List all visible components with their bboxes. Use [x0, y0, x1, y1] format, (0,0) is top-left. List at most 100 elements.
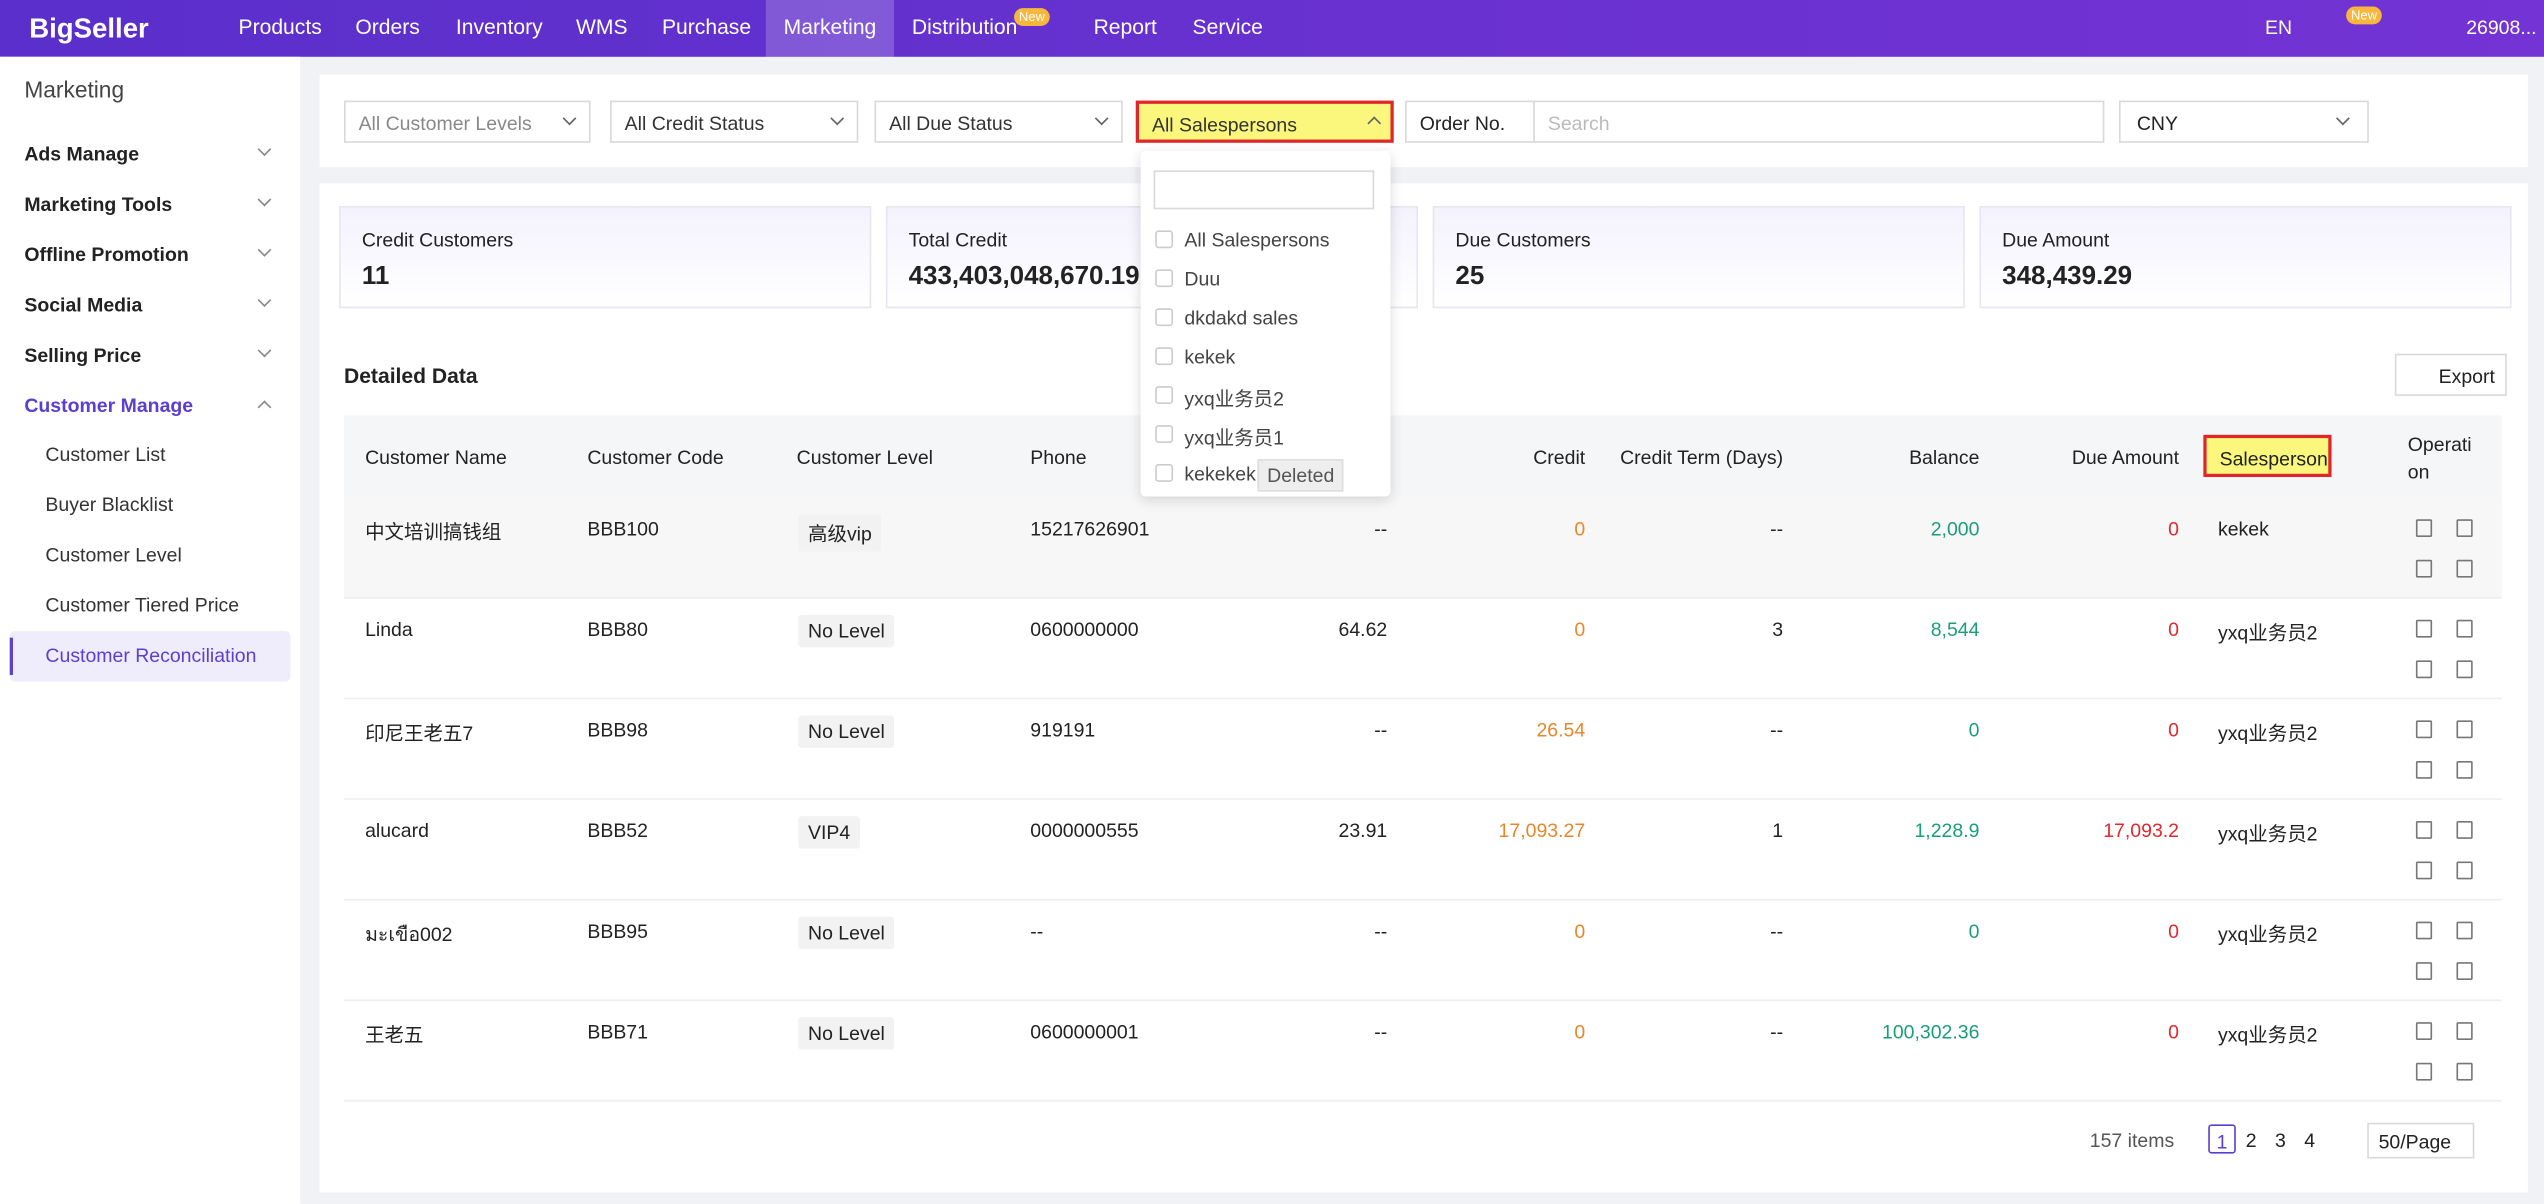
op-icon[interactable]	[2415, 519, 2433, 538]
op-icon[interactable]	[2415, 760, 2433, 779]
op-icon[interactable]	[2456, 820, 2473, 839]
table-header-bg	[343, 415, 2502, 499]
checkbox[interactable]	[1155, 347, 1174, 366]
table-cell: 0	[2168, 618, 2180, 641]
op-icon[interactable]	[2456, 619, 2473, 638]
order-select[interactable]: Order No.	[1405, 100, 1535, 143]
op-icon[interactable]	[2456, 962, 2473, 980]
checkbox[interactable]	[1155, 425, 1174, 443]
op-icon[interactable]	[2456, 861, 2473, 880]
dropdown-option[interactable]: yxq业务员2	[1184, 387, 1284, 411]
op-icon[interactable]	[2415, 619, 2433, 638]
dropdown-option[interactable]: yxq业务员1	[1184, 426, 1284, 450]
op-icon[interactable]	[2415, 962, 2433, 980]
page-number[interactable]: 2	[2245, 1129, 2257, 1152]
op-icon[interactable]	[2415, 1022, 2433, 1041]
nav-item[interactable]: WMS	[575, 14, 628, 39]
menu-group[interactable]: Customer Manage	[24, 394, 194, 417]
op-icon[interactable]	[2415, 559, 2433, 578]
table-header: Balance	[1909, 446, 1980, 469]
table-header: Customer Level	[796, 446, 934, 469]
menu-item[interactable]: Buyer Blacklist	[45, 493, 174, 516]
dropdown-option[interactable]: kekek	[1184, 345, 1236, 369]
checkbox[interactable]	[1155, 269, 1174, 288]
checkbox[interactable]	[1155, 308, 1174, 327]
filter-select[interactable]: All Due Status	[874, 100, 1123, 143]
op-icon[interactable]	[2456, 720, 2473, 739]
page-number[interactable]: 4	[2304, 1129, 2316, 1152]
nav-item[interactable]: Marketing	[783, 14, 877, 39]
nav-item[interactable]: Service	[1192, 14, 1263, 39]
table-cell: No Level	[798, 715, 895, 748]
export-button[interactable]: Export	[2394, 353, 2507, 396]
op-icon[interactable]	[2456, 519, 2473, 538]
lang[interactable]: EN	[2265, 16, 2293, 39]
nav-item[interactable]: Inventory	[455, 14, 543, 39]
user[interactable]: 26908...	[2466, 16, 2537, 39]
nav-item[interactable]: Report	[1093, 14, 1157, 39]
op-icon[interactable]	[2456, 660, 2473, 679]
nav-item[interactable]: Orders	[355, 14, 420, 39]
nav-item[interactable]: Distribution	[911, 14, 1018, 39]
checkbox[interactable]	[1155, 386, 1174, 405]
checkbox[interactable]	[1155, 464, 1174, 482]
nav-item[interactable]: Products	[238, 14, 322, 39]
op-icon[interactable]	[2456, 760, 2473, 779]
table-cell: No Level	[798, 1017, 895, 1050]
op-icon[interactable]	[2456, 1022, 2473, 1041]
op-icon[interactable]	[2456, 1062, 2473, 1081]
table-cell: 0600000001	[1030, 1020, 1139, 1044]
op-icon[interactable]	[2415, 861, 2433, 880]
menu-item[interactable]: Customer List	[45, 442, 166, 466]
table-cell: kekek	[2217, 517, 2269, 541]
op-icon[interactable]	[2415, 660, 2433, 679]
nav-item[interactable]: Purchase	[661, 14, 752, 39]
op-icon[interactable]	[2415, 720, 2433, 739]
op-icon[interactable]	[2456, 559, 2473, 578]
table-cell: 0	[1574, 919, 1586, 943]
export-text: Export	[2438, 365, 2495, 388]
chevron	[562, 111, 577, 126]
dropdown-option[interactable]: dkdakd sales	[1184, 306, 1299, 330]
table-cell: --	[1374, 517, 1388, 541]
table-cell: BBB95	[587, 919, 648, 943]
table-panel	[319, 183, 2528, 1193]
filter-select[interactable]: All Credit Status	[610, 100, 859, 143]
menu-item[interactable]: Customer Reconciliation	[45, 644, 257, 667]
op-icon[interactable]	[2415, 820, 2433, 839]
checkbox[interactable]	[1155, 230, 1174, 249]
table-header: Phone	[1030, 446, 1087, 469]
menu-group[interactable]: Social Media	[24, 293, 143, 317]
table-cell: 17,093.27	[1498, 819, 1586, 843]
page-size[interactable]: 50/Page	[2367, 1122, 2475, 1159]
filter-select[interactable]: All Salespersons	[1135, 100, 1394, 143]
table-cell: BBB100	[587, 517, 659, 541]
table-cell: 2,000	[1930, 517, 1980, 541]
page-number[interactable]: 3	[2274, 1129, 2286, 1152]
filter-text: All Credit Status	[624, 111, 765, 135]
dropdown-search[interactable]	[1153, 170, 1375, 210]
page-number[interactable]: 1	[2208, 1124, 2236, 1154]
stat-label: Total Credit	[908, 228, 1008, 252]
table-cell: 0	[2168, 919, 2180, 943]
op-icon[interactable]	[2415, 921, 2433, 940]
op-icon[interactable]	[2415, 1062, 2433, 1081]
menu-item[interactable]: Customer Tiered Price	[45, 593, 240, 617]
table-cell: 0	[1968, 919, 1980, 943]
op-icon[interactable]	[2456, 921, 2473, 940]
menu-group[interactable]: Offline Promotion	[24, 243, 189, 267]
filter-select[interactable]: All Customer Levels	[343, 100, 591, 143]
menu-group[interactable]: Ads Manage	[24, 142, 140, 166]
stat-label: Due Amount	[2002, 228, 2110, 252]
table-cell: 中文培训搞钱组	[365, 520, 502, 544]
menu-group[interactable]: Marketing Tools	[24, 193, 173, 216]
search-input[interactable]: Search	[1533, 100, 2105, 143]
menu-group[interactable]: Selling Price	[24, 343, 142, 367]
table-cell: yxq业务员2	[2217, 923, 2318, 946]
currency-text: CNY	[2136, 111, 2178, 135]
dropdown-option[interactable]: All Salespersons	[1184, 228, 1330, 252]
currency-select[interactable]: CNY	[2118, 100, 2369, 143]
menu-item[interactable]: Customer Level	[45, 543, 182, 567]
dropdown-option[interactable]: kekekek	[1184, 462, 1256, 486]
dropdown-option[interactable]: Duu	[1184, 267, 1221, 291]
